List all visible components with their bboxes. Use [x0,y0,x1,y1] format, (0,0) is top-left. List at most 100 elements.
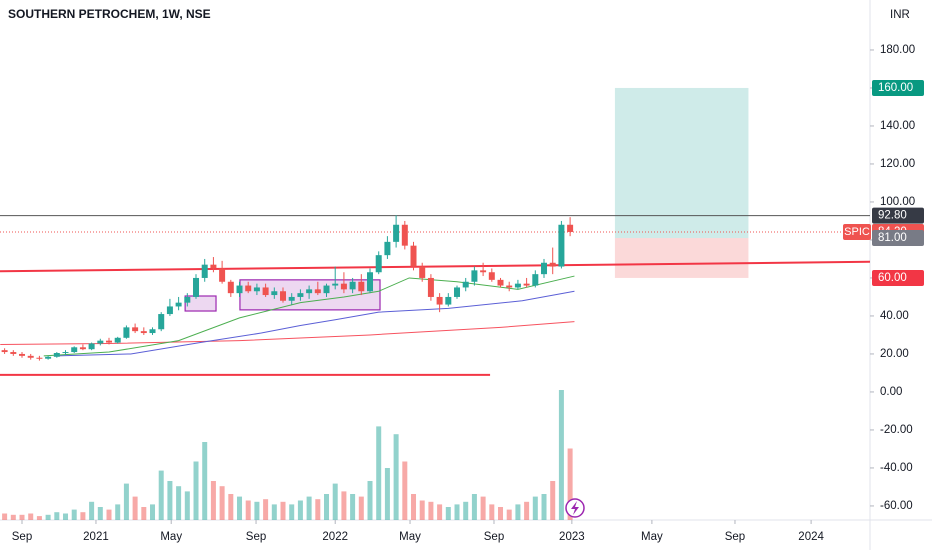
y-tick-label: -60.00 [880,500,913,512]
volume-bar [150,504,156,520]
candle-body [245,285,252,292]
x-tick-label: May [399,531,421,543]
volume-bar [28,513,34,520]
volume-bar [19,514,25,520]
volume-bar [193,461,199,520]
volume-bar [228,494,234,520]
candle-body [158,314,165,330]
candle-body [288,296,295,301]
range-box [184,295,217,312]
volume-bar [463,501,469,520]
volume-bar [237,496,243,520]
chart-title: SOUTHERN PETROCHEM, 1W, NSE [8,7,211,21]
volume-bar [10,514,16,520]
volume-bar [315,499,321,520]
volume-bar [498,507,504,520]
candle-body [210,264,217,269]
resistance-label: 92.80 [878,210,907,222]
candle-body [314,289,321,294]
candle-body [471,270,478,282]
alert-icon[interactable] [565,498,585,518]
stop-label: 60.00 [878,272,907,284]
volume-bar [532,496,538,520]
y-tick-label: 40.00 [880,310,909,322]
x-tick-label: 2024 [798,531,824,543]
volume-bar [324,494,330,520]
target-label: 160.00 [878,82,913,94]
volume-bar [106,509,112,520]
candle-body [88,343,95,350]
y-tick-label: 100.00 [880,196,915,208]
candle-body [166,306,173,315]
candle-body [62,352,69,354]
volume-bar [376,426,382,520]
candle-body [332,283,339,286]
moving-average [56,290,575,357]
x-tick-label: Sep [12,531,32,543]
x-tick-label: 2023 [559,531,585,543]
candle-body [1,350,8,353]
volume-bar [63,513,69,520]
candle-body [401,224,408,246]
profit-zone [614,87,749,239]
candle-body [410,245,417,267]
volume-bar [254,501,260,520]
y-tick-label: 140.00 [880,120,915,132]
y-tick-label: 0.00 [880,386,902,398]
candle-body [488,272,495,280]
candle-body [175,302,182,307]
volume-bar [80,512,86,520]
candle-body [27,355,34,358]
trend-line [0,260,871,273]
candle-body [219,268,226,282]
volume-bar [184,491,190,520]
volume-bar [280,501,286,520]
candle-body [271,291,278,296]
volume-bar [480,496,486,520]
candle-body [549,262,556,267]
volume-bar [71,509,77,520]
candle-body [201,264,208,278]
loss-zone [614,238,749,278]
candle-body [427,277,434,297]
volume-bar [210,481,216,520]
volume-bar [506,509,512,520]
candle-body [262,287,269,296]
volume-bar [141,507,147,520]
candle-body [132,327,139,332]
candle-body [79,347,86,350]
candle-body [106,340,113,343]
symbol-tag-bg [843,223,871,240]
volume-bar [202,442,208,520]
candle-body [19,353,26,356]
y-tick-label: 120.00 [880,158,915,170]
volume-bar [306,496,312,520]
candle-body [184,296,191,303]
candle-body [514,283,521,288]
volume-bar [2,513,8,520]
volume-bar [419,500,425,520]
plot-area [0,87,871,520]
volume-bar [245,500,251,520]
candle-body [393,224,400,242]
candle-body [497,279,504,286]
candle-body [306,289,313,294]
volume-bar [445,507,451,520]
symbol-tag: SPIC [844,226,870,238]
candle-body [384,241,391,256]
stop-label-bg [872,269,924,286]
volume-bar [558,390,564,520]
candle-body [541,262,548,275]
volume-bar [515,504,521,520]
candle-body [149,329,156,334]
candle-body [340,283,347,290]
volume-bar [437,504,443,520]
volume-bar [454,504,460,520]
candle-body [567,224,574,232]
candle-body [53,352,60,357]
y-tick-label: 180.00 [880,44,915,56]
volume-bar [384,468,390,520]
volume-bar [132,496,138,520]
